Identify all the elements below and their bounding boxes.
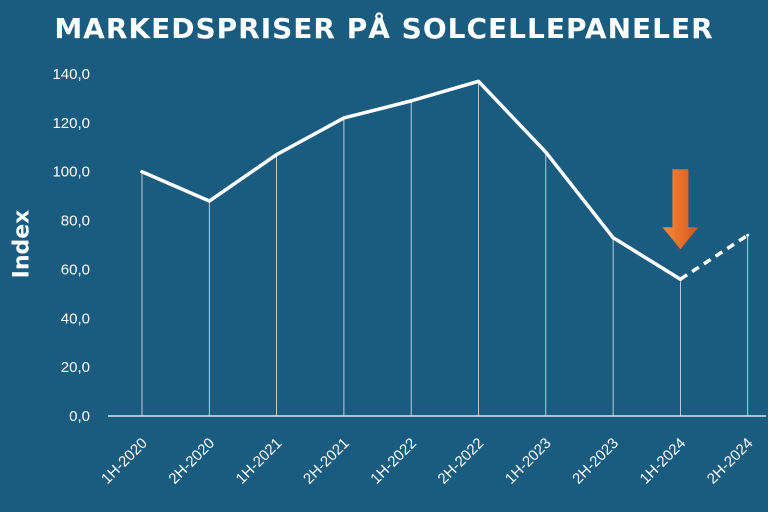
x-tick-label: 1H-2020	[98, 435, 151, 488]
y-tick-label: 80,0	[61, 213, 90, 230]
x-tick-label: 2H-2023	[569, 435, 622, 488]
data-point	[275, 153, 279, 157]
x-tick-label: 2H-2022	[435, 435, 488, 488]
data-point	[207, 199, 211, 203]
series-line-dashed	[679, 233, 749, 281]
chart-title: MARKEDSPRISER PÅ SOLCELLEPANELER	[54, 12, 714, 45]
y-tick-label: 140,0	[52, 66, 90, 83]
y-tick-label: 40,0	[61, 310, 90, 327]
x-tick-label: 2H-2024	[704, 435, 757, 488]
data-point	[678, 277, 682, 281]
x-tick-label: 1H-2024	[637, 435, 690, 488]
y-tick-label: 120,0	[52, 115, 90, 132]
y-tick-label: 60,0	[61, 261, 90, 278]
down-arrow-icon	[662, 169, 699, 250]
x-tick-label: 1H-2023	[502, 435, 555, 488]
data-point	[611, 236, 615, 240]
data-point	[544, 150, 548, 154]
y-tick-label: 0,0	[69, 408, 90, 425]
x-tick-label: 1H-2021	[233, 435, 286, 488]
y-tick-label: 20,0	[61, 359, 90, 376]
data-point	[342, 116, 346, 120]
y-tick-label: 100,0	[52, 164, 90, 181]
data-point	[409, 99, 413, 103]
data-point	[477, 79, 480, 83]
x-tick-label: 2H-2020	[165, 435, 218, 488]
data-point	[746, 233, 750, 237]
data-point	[140, 170, 144, 174]
x-tick-label: 2H-2021	[300, 435, 353, 488]
x-tick-label: 1H-2022	[367, 435, 420, 488]
